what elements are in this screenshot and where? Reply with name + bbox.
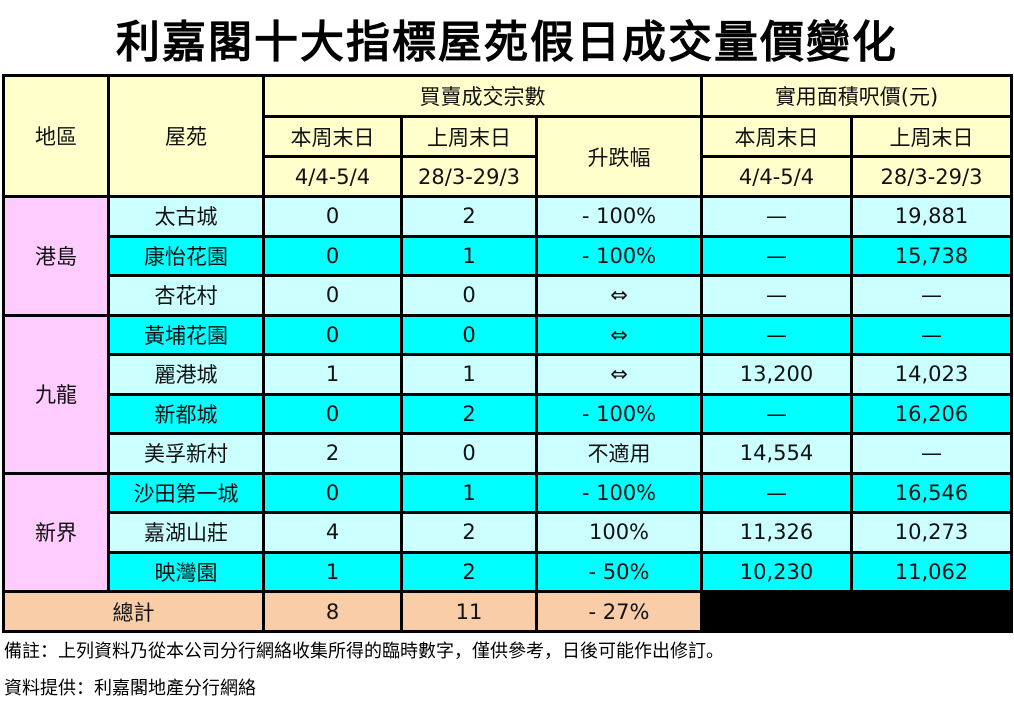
estate-name: 映灣園 — [107, 550, 265, 593]
price-last-week: 19,881 — [849, 195, 1014, 238]
change-percent: - 100% — [535, 234, 703, 277]
blank-cell — [699, 590, 1014, 633]
table-row: 美孚新村 2 0 不適用 14,554— — [4, 432, 1014, 475]
estate-name: 新都城 — [107, 392, 265, 435]
total-change: - 27% — [535, 590, 703, 633]
transactions-last-week: 2 — [400, 195, 538, 238]
header-price-last-week-dates: 28/3-29/3 — [849, 155, 1014, 198]
region-cell: 新界 — [2, 471, 110, 593]
header-price-this-week-dates: 4/4-5/4 — [700, 155, 853, 198]
price-this-week: 14,554 — [700, 432, 853, 475]
price-last-week: — — [849, 432, 1014, 475]
price-this-week: — — [700, 234, 853, 277]
price-this-week: 13,200 — [700, 353, 853, 396]
price-this-week: — — [700, 274, 853, 317]
transactions-this-week: 1 — [262, 550, 403, 593]
transactions-last-week: 1 — [400, 471, 538, 514]
total-label: 總計 — [2, 590, 265, 633]
footnote: 備註：上列資料乃從本公司分行網絡收集所得的臨時數字，僅供參考，日後可能作出修訂。 — [4, 641, 724, 662]
table-row: 嘉湖山莊 4 2 100% 11,326 10,273 — [4, 511, 1014, 554]
change-percent: ⇔ — [535, 313, 703, 356]
transactions-last-week: 1 — [400, 234, 538, 277]
transactions-this-week: 0 — [262, 274, 403, 317]
region-cell: 九龍 — [2, 313, 110, 475]
transactions-this-week: 2 — [262, 432, 403, 475]
change-percent: - 100% — [535, 392, 703, 435]
table-row: 康怡花園 0 1- 100% —15,738 — [4, 234, 1014, 277]
transactions-last-week: 2 — [400, 511, 538, 554]
price-last-week: 11,062 — [849, 550, 1014, 593]
table-row: 麗港城 1 1 ⇔ 13,200 14,023 — [4, 353, 1014, 396]
header-estate: 屋苑 — [107, 74, 265, 198]
change-percent: - 100% — [535, 195, 703, 238]
total-this-week: 8 — [262, 590, 403, 633]
transactions-this-week: 0 — [262, 471, 403, 514]
price-last-week: 15,738 — [849, 234, 1014, 277]
total-last-week: 11 — [400, 590, 538, 633]
price-last-week: 16,546 — [849, 471, 1014, 514]
estate-name: 麗港城 — [107, 353, 265, 396]
price-last-week: 16,206 — [849, 392, 1014, 435]
header-last-week: 上周末日 — [400, 115, 538, 158]
table-row: 新界 沙田第一城 0 1- 100% —16,546 — [2, 471, 1014, 593]
transactions-last-week: 0 — [400, 432, 538, 475]
estate-name: 黃埔花園 — [107, 313, 265, 356]
estate-name: 太古城 — [107, 195, 265, 238]
change-percent: - 50% — [535, 550, 703, 593]
transactions-last-week: 2 — [400, 550, 538, 593]
change-percent: 100% — [535, 511, 703, 554]
table-row: 九龍 黃埔花園 0 0 ⇔ — — — [2, 313, 1014, 475]
table-row: 杏花村 0 0 ⇔ — — — [4, 274, 1014, 317]
transactions-this-week: 1 — [262, 353, 403, 396]
estate-name: 沙田第一城 — [107, 471, 265, 514]
transactions-this-week: 0 — [262, 313, 403, 356]
price-this-week: 10,230 — [700, 550, 853, 593]
estate-name: 杏花村 — [107, 274, 265, 317]
transactions-table: 地區 屋苑 買賣成交宗數 實用面積呎價(元) 本周末日 上周末日 升跌幅 本周末… — [2, 74, 1014, 633]
total-row: 總計 8 11- 27% — [2, 590, 1014, 633]
price-last-week: — — [849, 313, 1014, 356]
change-percent: 不適用 — [535, 432, 703, 475]
header-transactions: 買賣成交宗數 — [262, 74, 703, 118]
region-cell: 港島 — [2, 195, 110, 317]
header-region: 地區 — [2, 74, 110, 198]
transactions-last-week: 0 — [400, 313, 538, 356]
transactions-last-week: 2 — [400, 392, 538, 435]
price-this-week: — — [700, 471, 853, 514]
change-percent: ⇔ — [535, 274, 703, 317]
table-row: 映灣園 1 2- 50% 10,230 11,062 — [4, 550, 1014, 593]
transactions-this-week: 0 — [262, 234, 403, 277]
transactions-last-week: 0 — [400, 274, 538, 317]
header-this-week-dates: 4/4-5/4 — [262, 155, 403, 198]
price-last-week: — — [849, 274, 1014, 317]
page-title: 利嘉閣十大指標屋苑假日成交量價變化 — [116, 17, 898, 68]
transactions-this-week: 4 — [262, 511, 403, 554]
price-this-week: — — [700, 313, 853, 356]
price-last-week: 14,023 — [849, 353, 1014, 396]
header-price-last-week: 上周末日 — [849, 115, 1014, 158]
change-percent: ⇔ — [535, 353, 703, 396]
estate-name: 嘉湖山莊 — [107, 511, 265, 554]
estate-name: 康怡花園 — [107, 234, 265, 277]
price-this-week: — — [700, 195, 853, 238]
transactions-last-week: 1 — [400, 353, 538, 396]
header-last-week-dates: 28/3-29/3 — [400, 155, 538, 198]
header-price-this-week: 本周末日 — [700, 115, 853, 158]
header-this-week: 本周末日 — [262, 115, 403, 158]
price-this-week: 11,326 — [700, 511, 853, 554]
change-percent: - 100% — [535, 471, 703, 514]
transactions-this-week: 0 — [262, 392, 403, 435]
table-row: 新都城 0 2- 100% —16,206 — [4, 392, 1014, 435]
header-change: 升跌幅 — [535, 115, 703, 198]
source-note: 資料提供：利嘉閣地產分行網絡 — [4, 678, 256, 699]
estate-name: 美孚新村 — [107, 432, 265, 475]
price-this-week: — — [700, 392, 853, 435]
header-price: 實用面積呎價(元) — [699, 74, 1014, 118]
transactions-this-week: 0 — [262, 195, 403, 238]
price-last-week: 10,273 — [849, 511, 1014, 554]
table-row: 港島 太古城 0 2- 100% —19,881 — [2, 195, 1014, 317]
